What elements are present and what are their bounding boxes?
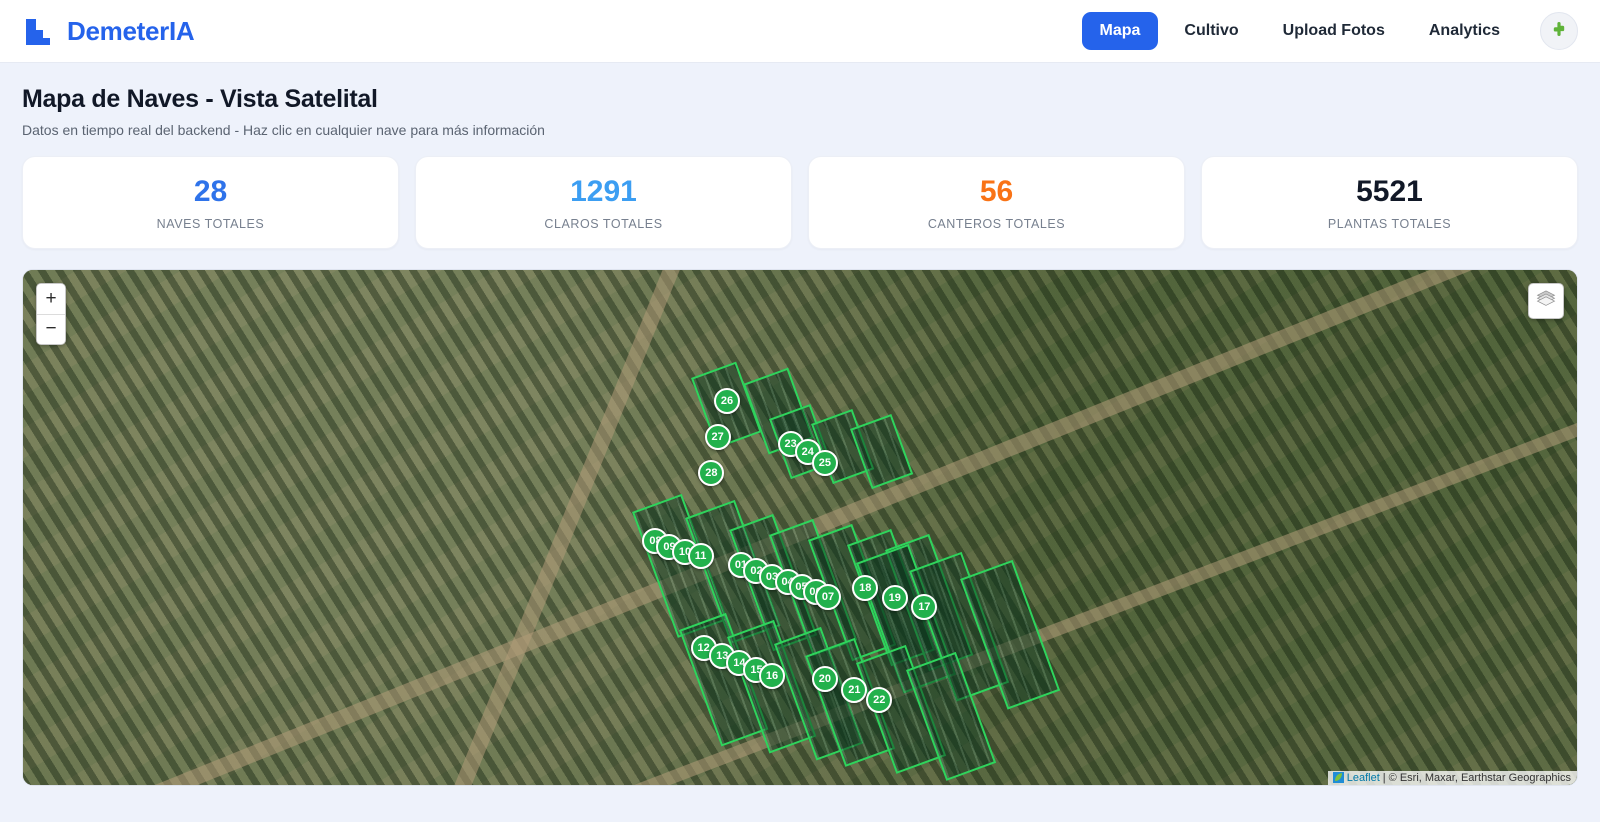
zoom-in-button[interactable]: +	[37, 283, 65, 314]
map-marker-20[interactable]: 20	[811, 666, 838, 693]
stat-card-naves-totales: 28 NAVES TOTALES	[22, 156, 399, 249]
map-marker-19[interactable]: 19	[881, 585, 908, 612]
brand[interactable]: DemeterIA	[22, 15, 195, 47]
attribution-separator: |	[1382, 771, 1386, 784]
map-marker-04[interactable]: 04	[774, 569, 801, 596]
page-title: Mapa de Naves - Vista Satelital	[22, 85, 378, 113]
layers-control-button[interactable]	[1528, 282, 1564, 319]
stat-label: NAVES TOTALES	[156, 216, 265, 231]
map-marker-22[interactable]: 22	[866, 686, 893, 713]
map-marker-07[interactable]: 07	[814, 583, 841, 610]
map-marker-16[interactable]: 16	[759, 662, 786, 689]
nav-item-analytics[interactable]: Analytics	[1428, 22, 1500, 39]
steps-logo-icon	[22, 15, 54, 47]
leaflet-logo-icon	[1332, 772, 1344, 783]
map-marker-18[interactable]: 18	[852, 575, 879, 602]
map-marker-21[interactable]: 21	[841, 676, 868, 703]
map-attribution: Leaflet | © Esri, Maxar, Earthstar Geogr…	[1327, 770, 1577, 785]
page-subtitle: Datos en tiempo real del backend - Haz c…	[22, 122, 545, 138]
stat-label: CLAROS TOTALES	[544, 216, 663, 231]
nav-menu: Mapa Cultivo Upload Fotos Analytics	[1081, 12, 1578, 50]
brand-name: DemeterIA	[67, 15, 195, 46]
nav-item-mapa[interactable]: Mapa	[1081, 12, 1159, 50]
stat-card-claros-totales: 1291 CLAROS TOTALES	[415, 156, 792, 249]
map-marker-17[interactable]: 17	[911, 593, 938, 620]
layers-icon	[1535, 287, 1557, 314]
stat-card-canteros-totales: 56 CANTEROS TOTALES	[808, 156, 1185, 249]
avatar[interactable]	[1540, 12, 1578, 50]
stat-card-plantas-totales: 5521 PLANTAS TOTALES	[1201, 156, 1578, 249]
satellite-map[interactable]: 2627282324250809101101020304050607181917…	[22, 268, 1578, 786]
nav-item-cultivo[interactable]: Cultivo	[1184, 22, 1239, 39]
page-header: Mapa de Naves - Vista Satelital Datos en…	[0, 63, 1600, 138]
map-marker-11[interactable]: 11	[687, 542, 714, 569]
map-marker-26[interactable]: 26	[713, 388, 740, 415]
zoom-out-button[interactable]: −	[37, 313, 65, 344]
top-navbar: DemeterIA Mapa Cultivo Upload Fotos Anal…	[0, 0, 1600, 63]
attribution-source: © Esri, Maxar, Earthstar Geographics	[1388, 771, 1571, 784]
stat-value: 5521	[1356, 175, 1423, 208]
stat-label: PLANTAS TOTALES	[1327, 216, 1452, 231]
zoom-control: + −	[36, 282, 66, 345]
map-marker-25[interactable]: 25	[811, 449, 838, 476]
leaflet-link[interactable]: Leaflet	[1346, 771, 1380, 784]
nav-item-upload-fotos[interactable]: Upload Fotos	[1282, 22, 1385, 39]
stat-value: 56	[979, 175, 1014, 208]
stat-value: 28	[193, 175, 228, 208]
map-marker-28[interactable]: 28	[698, 460, 725, 487]
map-marker-27[interactable]: 27	[704, 423, 731, 450]
cactus-icon	[1549, 19, 1569, 44]
stat-label: CANTEROS TOTALES	[927, 216, 1066, 231]
stat-value: 1291	[570, 175, 637, 208]
stats-row: 28 NAVES TOTALES 1291 CLAROS TOTALES 56 …	[0, 138, 1600, 249]
